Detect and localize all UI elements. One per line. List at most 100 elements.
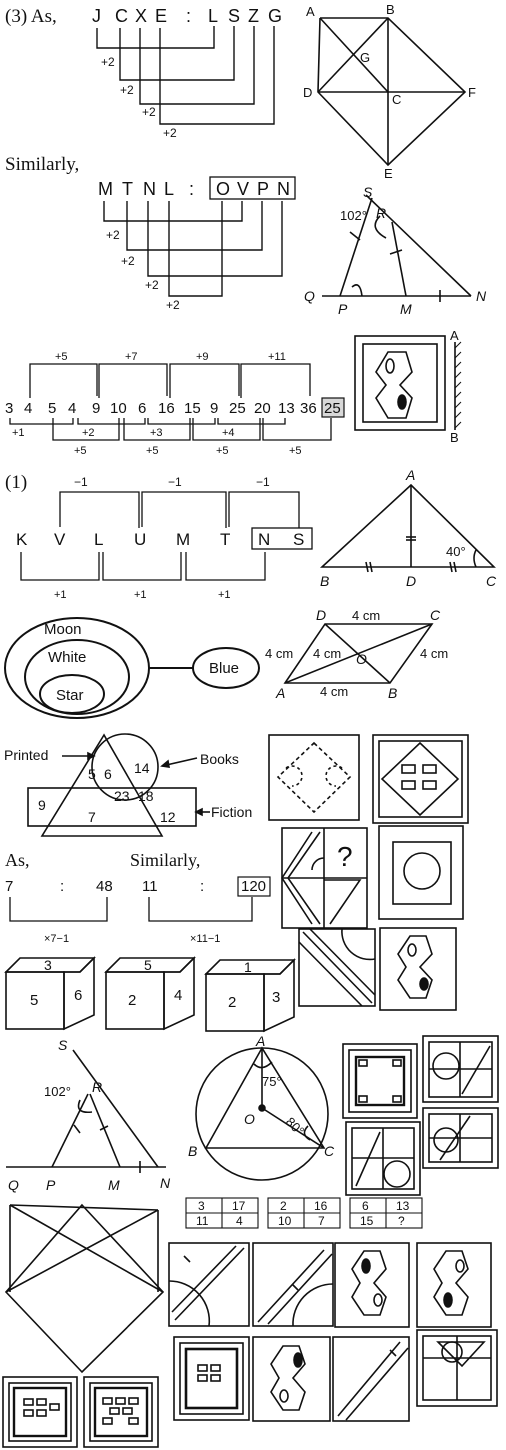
ratio-section: As, Similarly, 7 : 48 11 : 120 ×7−1 ×11−… (5, 850, 271, 945)
blue-label: Blue (209, 660, 239, 677)
circle-in-square-figure (378, 825, 464, 920)
ratio-left-48: 48 (96, 878, 113, 895)
hexagon-fig-2 (334, 1242, 410, 1328)
white-label: White (48, 649, 86, 666)
hexagon-figure (379, 927, 457, 1011)
arrow-6 (126, 201, 263, 251)
grid-b1-r1-c1: 7 (318, 1214, 325, 1228)
letter-s2: S (293, 530, 304, 549)
grid-b2-r1-c1: ? (398, 1214, 405, 1228)
grid-b0-r1-c0: 11 (196, 1214, 209, 1228)
series-top-label-3: +11 (268, 351, 286, 363)
die3-top: 1 (244, 959, 252, 975)
letter-g: G (268, 6, 282, 26)
t3-label-s: S (58, 1037, 68, 1053)
arrow-4 (159, 26, 275, 125)
grid-b0-r0-c1: 17 (232, 1199, 246, 1213)
t2-angle: 40° (446, 544, 466, 559)
figure-row-2 (173, 1329, 498, 1422)
venn-num-18: 18 (138, 788, 154, 804)
letter-shift-group-2: Similarly, M T N L : O V P N +2 +2 +2 +2 (5, 154, 296, 312)
ratio-as: As, (5, 850, 30, 870)
grid-b1-r1-c0: 10 (278, 1214, 292, 1228)
circ-label-b: B (188, 1143, 197, 1159)
label-b: B (386, 2, 395, 17)
t1-label-s: S (363, 184, 373, 200)
arrow-3 (139, 26, 255, 105)
series-num-11: 20 (254, 400, 271, 417)
arrow-8 (168, 201, 223, 297)
t2-label-c: C (486, 573, 497, 589)
series-num-10: 25 (229, 400, 246, 417)
series-top-label-1: +7 (125, 351, 138, 363)
die1-top: 3 (44, 957, 52, 973)
venn-num-5: 5 (88, 766, 96, 782)
series-bot2-label-3: +5 (289, 445, 302, 457)
t1-label-n: N (476, 288, 487, 304)
grid-b0-r1-c1: 4 (236, 1214, 243, 1228)
grid-triangle-fig (416, 1329, 498, 1407)
rh-label-a: A (275, 685, 285, 701)
hexagon-fig-3 (416, 1242, 492, 1328)
colon: : (186, 6, 191, 26)
ratio-left-colon: : (60, 878, 64, 895)
rh-side-bottom: 4 cm (320, 684, 348, 699)
label-f: F (468, 85, 476, 100)
dashed-figure (268, 734, 360, 821)
letter-x: X (135, 6, 147, 26)
t2-label-a: A (405, 467, 415, 483)
rh-side-right: 4 cm (420, 646, 448, 661)
arrow-2 (119, 26, 235, 81)
ratio-right-120: 120 (241, 878, 266, 895)
letter-l3: L (94, 530, 103, 549)
ratio-left-7: 7 (5, 878, 13, 895)
colon-2: : (189, 179, 194, 199)
t3-label-p: P (46, 1177, 56, 1193)
series-num-13: 36 (300, 400, 317, 417)
letter-m2: M (176, 530, 190, 549)
rh-label-c: C (430, 607, 441, 623)
star-label: Star (56, 687, 84, 704)
label-e: E (384, 166, 393, 181)
t2-label-d: D (406, 573, 416, 589)
letter-series-section-1: (1) K V L U M T N S −1 −1 −1 +1 +1 +1 (5, 472, 313, 601)
t3-label-m: M (108, 1177, 120, 1193)
t3-angle: 102° (44, 1084, 71, 1099)
label-g: G (360, 50, 370, 65)
letter-v: V (237, 179, 249, 199)
series-bot-label-1: +2 (82, 427, 95, 439)
s1-top-label-2: −1 (256, 475, 270, 489)
letter-p: P (257, 179, 269, 199)
s1-top-label-1: −1 (168, 475, 182, 489)
die1-front: 5 (30, 992, 38, 1009)
question-figure: ? (281, 827, 368, 929)
t1-label-p: P (338, 301, 348, 317)
t1-label-m: M (400, 301, 412, 317)
diamond-figure (372, 734, 469, 824)
number-grid-table: 3 17 11 4 2 16 10 7 6 13 15 ? (185, 1197, 423, 1229)
circ-label-c: C (324, 1143, 335, 1159)
ratio-right-11: 11 (142, 878, 158, 895)
die3-front: 2 (228, 994, 236, 1011)
t1-label-q: Q (304, 288, 315, 304)
venn-books-diagram: Printed Books Fiction 5 6 14 23 18 9 7 1… (4, 733, 252, 837)
moon-label: Moon (44, 621, 82, 638)
grid-b2-r0-c1: 13 (396, 1199, 410, 1213)
t3-label-n: N (160, 1175, 171, 1191)
letter-n: N (143, 179, 156, 199)
rh-side-left: 4 cm (265, 646, 293, 661)
die3-side: 3 (272, 989, 280, 1006)
stripe-arc-fig-2 (252, 1242, 334, 1327)
shift-label-1: +2 (101, 55, 115, 69)
grid-circle-figure-3 (345, 1121, 421, 1196)
ratio-similarly: Similarly, (130, 850, 200, 870)
die2-top: 5 (144, 957, 152, 973)
answer-box (209, 176, 296, 200)
series-top-label-0: +5 (55, 351, 68, 363)
letter-m: M (98, 179, 113, 199)
arrow-1 (96, 26, 215, 49)
ratio-right-colon: : (200, 878, 204, 895)
letter-c: C (115, 6, 128, 26)
letter-o: O (216, 179, 230, 199)
